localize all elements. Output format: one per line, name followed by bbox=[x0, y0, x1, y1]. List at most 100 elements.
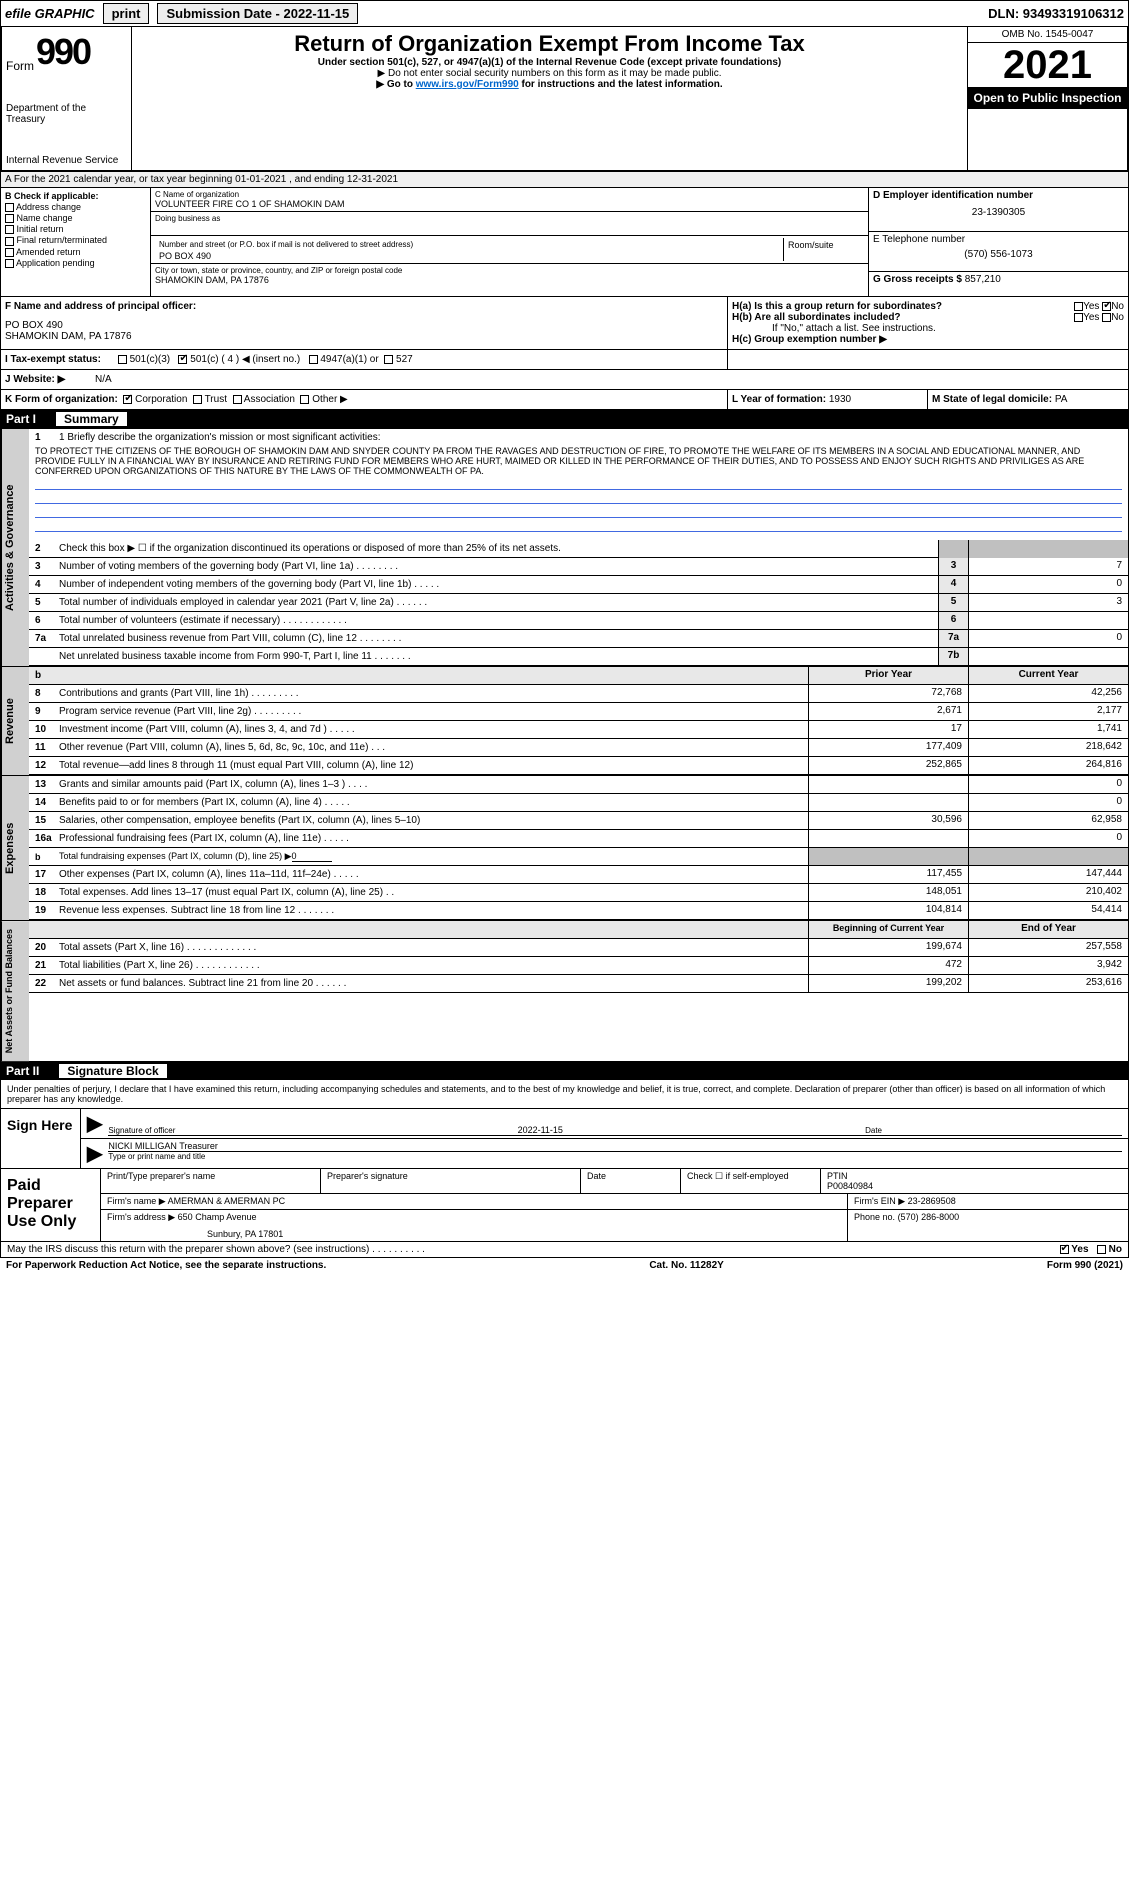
sig-block: Under penalties of perjury, I declare th… bbox=[0, 1080, 1129, 1169]
phone-val: (570) 556-1073 bbox=[873, 249, 1124, 260]
h-note: If "No," attach a list. See instructions… bbox=[732, 323, 1124, 334]
line6: Total number of volunteers (estimate if … bbox=[59, 615, 932, 626]
c17: 147,444 bbox=[968, 866, 1128, 884]
exp-block: Expenses 13Grants and similar amounts pa… bbox=[0, 776, 1129, 921]
line4: Number of independent voting members of … bbox=[59, 579, 932, 590]
print-button[interactable]: print bbox=[103, 3, 150, 24]
gross-val: 857,210 bbox=[965, 274, 1001, 285]
f-label: F Name and address of principal officer: bbox=[5, 301, 723, 312]
begin-header: Beginning of Current Year bbox=[808, 921, 968, 939]
self-emp-label: Check ☐ if self-employed bbox=[681, 1169, 821, 1193]
part1-title: Summary bbox=[56, 412, 127, 426]
c13: 0 bbox=[968, 776, 1128, 794]
p15: 30,596 bbox=[808, 812, 968, 830]
line12: Total revenue—add lines 8 through 11 (mu… bbox=[59, 760, 802, 771]
line5: Total number of individuals employed in … bbox=[59, 597, 932, 608]
527-check bbox=[384, 355, 393, 364]
tax-year: 2021 bbox=[968, 43, 1127, 87]
blue-line bbox=[35, 518, 1122, 532]
initial-check: Initial return bbox=[5, 224, 146, 234]
tax-status-row: I Tax-exempt status: 501(c)(3) 501(c) ( … bbox=[0, 350, 1129, 370]
hc-row: H(c) Group exemption number ▶ bbox=[732, 334, 1124, 345]
submission-date: Submission Date - 2022-11-15 bbox=[157, 3, 358, 24]
gov-side-label: Activities & Governance bbox=[1, 429, 29, 666]
donot-text: ▶ Do not enter social security numbers o… bbox=[136, 68, 963, 79]
final-check: Final return/terminated bbox=[5, 235, 146, 245]
sign-here: Sign Here bbox=[1, 1109, 81, 1168]
line9: Program service revenue (Part VIII, line… bbox=[59, 706, 802, 717]
current-header: Current Year bbox=[968, 667, 1128, 685]
p18: 148,051 bbox=[808, 884, 968, 902]
firm-addr1: 650 Champ Avenue bbox=[178, 1212, 257, 1222]
p13 bbox=[808, 776, 968, 794]
addr-val: PO BOX 490 bbox=[155, 251, 783, 261]
v7a: 0 bbox=[968, 630, 1128, 648]
arrow-icon: ▶ bbox=[87, 1111, 102, 1136]
ptin-val: P00840984 bbox=[827, 1181, 1122, 1191]
v6 bbox=[968, 612, 1128, 630]
c3-check bbox=[118, 355, 127, 364]
sig-name: NICKI MILLIGAN Treasurer bbox=[108, 1141, 1122, 1152]
goto-link[interactable]: www.irs.gov/Form990 bbox=[416, 79, 519, 90]
prep-sig-label: Preparer's signature bbox=[321, 1169, 581, 1193]
firm-name: AMERMAN & AMERMAN PC bbox=[168, 1196, 286, 1206]
cat-no: Cat. No. 11282Y bbox=[649, 1260, 723, 1271]
b22: 199,202 bbox=[808, 975, 968, 993]
p11: 177,409 bbox=[808, 739, 968, 757]
p17: 117,455 bbox=[808, 866, 968, 884]
c12: 264,816 bbox=[968, 757, 1128, 775]
form-title: Return of Organization Exempt From Incom… bbox=[136, 31, 963, 57]
form-number: 990 bbox=[36, 31, 90, 73]
firm-ein-label: Firm's EIN ▶ bbox=[854, 1196, 905, 1206]
assoc-check bbox=[233, 395, 242, 404]
b20: 199,674 bbox=[808, 939, 968, 957]
e-label: E Telephone number bbox=[873, 234, 1124, 245]
line11: Other revenue (Part VIII, column (A), li… bbox=[59, 742, 802, 753]
goto-post: for instructions and the latest informat… bbox=[519, 79, 723, 90]
firm-addr-label: Firm's address ▶ bbox=[107, 1212, 175, 1222]
form-header: Form 990 Department of the Treasury Inte… bbox=[0, 27, 1129, 172]
f-addr2: SHAMOKIN DAM, PA 17876 bbox=[5, 331, 723, 342]
form-label: Form bbox=[6, 59, 34, 73]
omb-number: OMB No. 1545-0047 bbox=[968, 27, 1127, 43]
name-label: Type or print name and title bbox=[108, 1152, 1122, 1161]
f-addr1: PO BOX 490 bbox=[5, 320, 723, 331]
b-label: B Check if applicable: bbox=[5, 191, 146, 201]
p9: 2,671 bbox=[808, 703, 968, 721]
l16bval: 0 bbox=[292, 851, 332, 862]
line10: Investment income (Part VIII, column (A)… bbox=[59, 724, 802, 735]
discuss-row: May the IRS discuss this return with the… bbox=[0, 1242, 1129, 1258]
g-label: G Gross receipts $ bbox=[873, 274, 962, 285]
firm-addr2: Sunbury, PA 17801 bbox=[107, 1229, 841, 1239]
v3: 7 bbox=[968, 558, 1128, 576]
discuss-text: May the IRS discuss this return with the… bbox=[7, 1244, 425, 1255]
line3: Number of voting members of the governin… bbox=[59, 561, 932, 572]
hb-row: H(b) Are all subordinates included? Yes … bbox=[732, 312, 1124, 323]
discuss-no bbox=[1097, 1245, 1106, 1254]
date-label: Date bbox=[865, 1126, 882, 1135]
website-val: N/A bbox=[95, 374, 112, 385]
net-side-label: Net Assets or Fund Balances bbox=[1, 921, 29, 1061]
l-val: 1930 bbox=[829, 394, 851, 405]
d-label: D Employer identification number bbox=[873, 190, 1124, 201]
prep-block: Paid Preparer Use Only Print/Type prepar… bbox=[0, 1169, 1129, 1242]
corp-check bbox=[123, 395, 132, 404]
c-check bbox=[178, 355, 187, 364]
c19: 54,414 bbox=[968, 902, 1128, 920]
efile-label: efile GRAPHIC bbox=[5, 6, 95, 21]
ptin-label: PTIN bbox=[827, 1171, 1122, 1181]
line17: Other expenses (Part IX, column (A), lin… bbox=[59, 869, 802, 880]
e20: 257,558 bbox=[968, 939, 1128, 957]
line14: Benefits paid to or for members (Part IX… bbox=[59, 797, 802, 808]
line19: Revenue less expenses. Subtract line 18 … bbox=[59, 905, 802, 916]
part2-title: Signature Block bbox=[59, 1064, 166, 1078]
line15: Salaries, other compensation, employee b… bbox=[59, 815, 802, 826]
e22: 253,616 bbox=[968, 975, 1128, 993]
j-label: J Website: ▶ bbox=[5, 374, 95, 385]
c9: 2,177 bbox=[968, 703, 1128, 721]
line2: Check this box ▶ ☐ if the organization d… bbox=[59, 543, 932, 554]
under-section: Under section 501(c), 527, or 4947(a)(1)… bbox=[136, 57, 963, 68]
blue-line bbox=[35, 504, 1122, 518]
line7b: Net unrelated business taxable income fr… bbox=[59, 651, 932, 662]
arrow-icon: ▶ bbox=[87, 1141, 102, 1166]
